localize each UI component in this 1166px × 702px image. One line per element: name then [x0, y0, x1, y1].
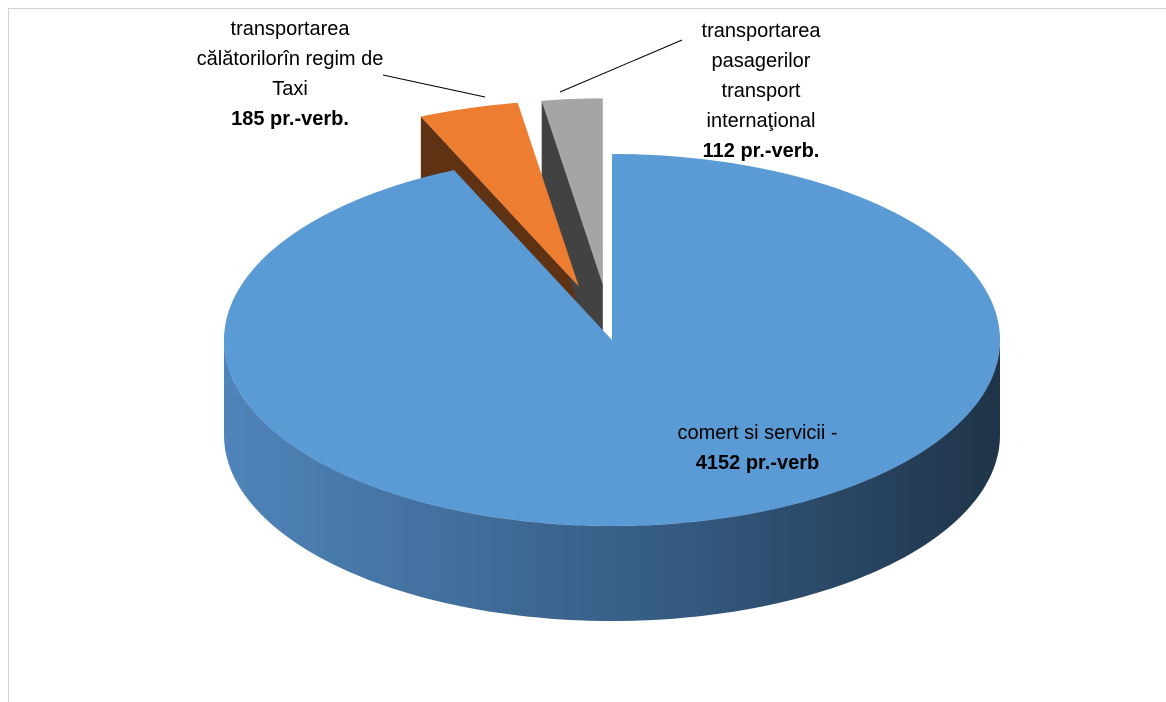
slice-label: transportarea pasagerilor transport inte…: [676, 16, 846, 166]
category-label: comert si servicii -: [677, 422, 838, 444]
pie-slice: [420, 102, 579, 287]
category-label: transportarea călătorilorîn regim de Tax…: [196, 18, 384, 100]
value-label: 4152 pr.-verb: [695, 452, 820, 474]
pie-slice: [224, 154, 1000, 526]
slice-label: comert si servicii - 4152 pr.-verb: [620, 418, 895, 478]
slice-side: [224, 340, 1000, 621]
leader-line: [382, 74, 486, 98]
slice-face: [541, 100, 603, 380]
value-label: 185 pr.-verb.: [231, 108, 349, 130]
slice-label: transportarea călătorilorîn regim de Tax…: [190, 14, 390, 134]
leader-line: [559, 39, 683, 93]
category-label: transportarea pasagerilor transport inte…: [701, 20, 821, 132]
chart-border: [8, 8, 1166, 702]
pie-slice: [541, 98, 603, 285]
value-label: 112 pr.-verb.: [702, 140, 820, 162]
